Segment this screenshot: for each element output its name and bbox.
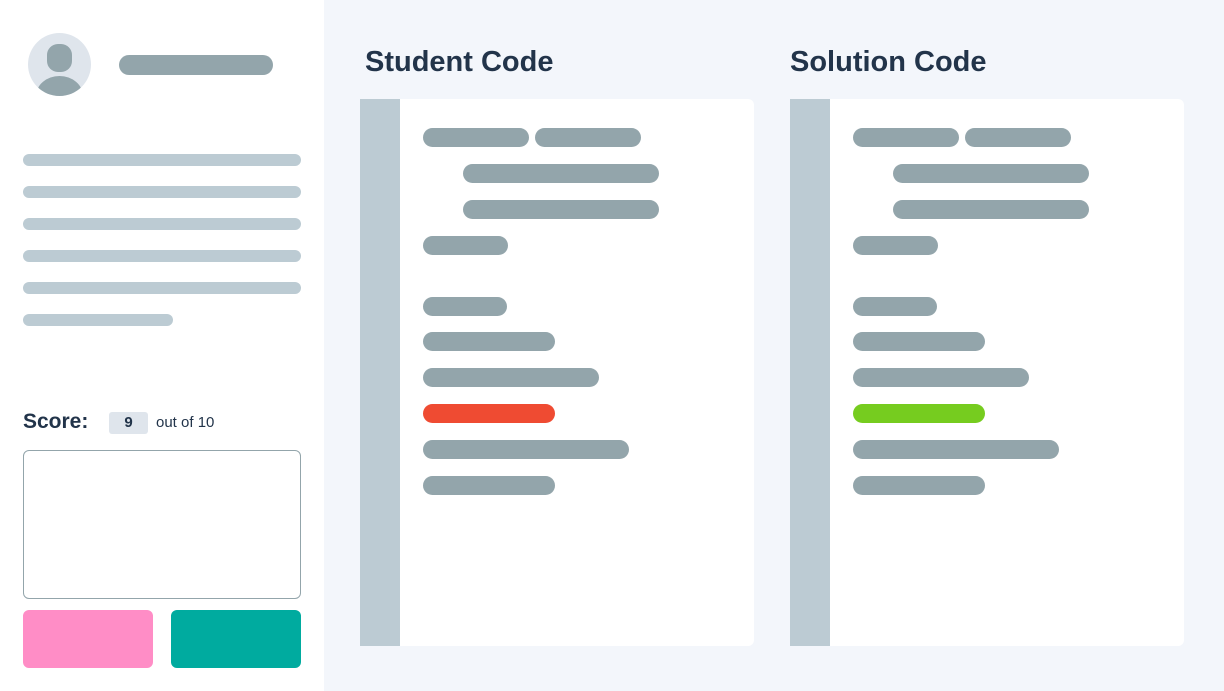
student-code-panel[interactable] [360,99,754,646]
code-line [853,297,937,316]
code-line [535,128,641,147]
line-gutter [360,99,400,646]
description-line [23,314,173,326]
code-line [423,128,529,147]
code-line [893,164,1089,183]
description-line [23,154,301,166]
code-line [423,440,629,459]
description-line [23,186,301,198]
code-line [423,332,555,351]
code-line [853,476,985,495]
highlighted-code-line-correct [853,404,985,423]
code-line [423,297,507,316]
code-line [463,164,659,183]
student-name-placeholder [119,55,273,75]
score-label: Score: [23,410,89,433]
code-line [893,200,1089,219]
student-code-title: Student Code [365,46,554,78]
code-line [423,236,508,255]
description-line [23,250,301,262]
code-line [463,200,659,219]
solution-code-title: Solution Code [790,46,987,78]
code-comparison-area: Student Code Solution Code [324,0,1224,691]
code-line [853,332,985,351]
score-input[interactable]: 9 [109,412,148,434]
solution-code-panel[interactable] [790,99,1184,646]
code-line [423,476,555,495]
description-line [23,218,301,230]
code-line [853,236,938,255]
code-line [965,128,1071,147]
line-gutter [790,99,830,646]
user-avatar-icon [28,33,91,96]
code-line [853,128,959,147]
accept-button[interactable] [171,610,301,668]
code-line [853,368,1029,387]
feedback-textarea[interactable] [23,450,301,599]
description-line [23,282,301,294]
code-line [853,440,1059,459]
score-max: out of 10 [156,414,215,431]
reject-button[interactable] [23,610,153,668]
highlighted-code-line-incorrect [423,404,555,423]
code-line [423,368,599,387]
